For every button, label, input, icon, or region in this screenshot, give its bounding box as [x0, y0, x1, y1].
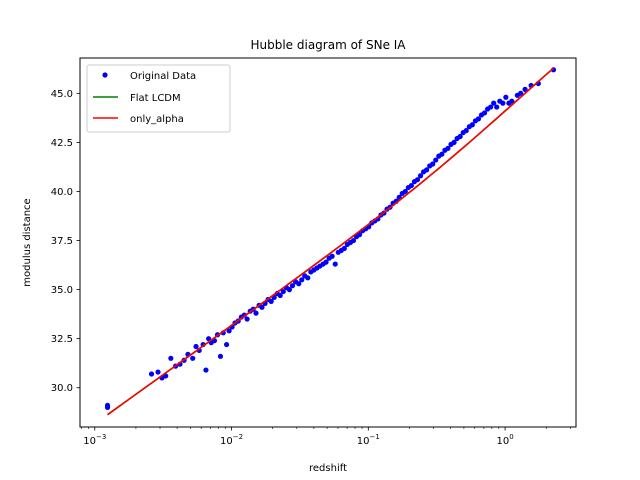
y-tick-label: 30.0	[51, 383, 73, 394]
data-point	[104, 402, 111, 409]
series-line-only-alpha	[107, 67, 555, 416]
data-point	[350, 237, 357, 244]
data-point	[494, 104, 500, 110]
data-point	[509, 98, 515, 104]
y-tick-label: 35.0	[51, 285, 73, 296]
y-tick-label: 40.0	[51, 187, 73, 198]
y-axis-label: modulus distance	[22, 198, 33, 286]
data-point	[280, 288, 286, 295]
legend-label-original-data: Original Data	[130, 71, 196, 82]
data-point	[299, 277, 305, 283]
data-point	[329, 253, 335, 259]
legend: Original Data Flat LCDM only_alpha	[86, 64, 231, 133]
x-tick-label: 100	[496, 433, 513, 447]
data-point	[457, 133, 463, 140]
data-point	[417, 173, 424, 179]
data-point	[451, 139, 457, 145]
x-tick-label: 10−3	[83, 433, 106, 447]
data-point	[469, 122, 475, 128]
data-point	[168, 355, 174, 361]
data-point	[433, 157, 439, 163]
plot-area	[104, 67, 557, 416]
x-tick-label: 10−2	[220, 433, 243, 447]
data-point	[522, 86, 528, 92]
data-point	[402, 188, 408, 195]
data-point	[223, 341, 230, 348]
data-point	[253, 310, 259, 316]
data-point	[424, 167, 430, 173]
data-point	[190, 355, 196, 361]
data-point	[277, 292, 283, 299]
data-point	[296, 281, 302, 287]
data-point	[414, 177, 421, 183]
data-point	[206, 336, 212, 342]
axes-frame	[79, 57, 577, 428]
y-tick-label: 45.0	[51, 89, 73, 100]
data-point	[408, 182, 414, 189]
data-point	[488, 104, 494, 110]
data-point	[155, 369, 161, 375]
data-point	[475, 116, 482, 122]
data-point	[259, 304, 265, 310]
y-tick-label: 42.5	[51, 138, 73, 149]
data-point	[439, 151, 445, 157]
legend-label-only-alpha: only_alpha	[130, 114, 184, 125]
data-point	[268, 298, 274, 304]
y-tick-label: 37.5	[51, 236, 73, 247]
data-point	[193, 343, 199, 350]
data-point	[503, 94, 509, 100]
legend-marker-original-data	[102, 72, 108, 78]
y-tick-label: 32.5	[51, 334, 73, 345]
data-point	[323, 259, 329, 265]
y-axis: 30.0 32.5 35.0 37.5 40.0 42.5 45.0	[51, 89, 80, 394]
data-point	[430, 161, 436, 167]
legend-box	[86, 64, 231, 133]
data-point	[518, 90, 524, 96]
data-point	[286, 287, 293, 293]
data-point	[481, 110, 488, 116]
legend-label-flat-lcdm: Flat LCDM	[130, 93, 181, 104]
data-point	[332, 261, 338, 267]
data-point	[500, 100, 506, 106]
chart-title: Hubble diagram of SNe IA	[250, 38, 406, 52]
x-axis: 10−3 10−2 10−1 100	[81, 427, 571, 447]
x-tick-label: 10−1	[357, 433, 380, 447]
data-point	[445, 145, 451, 151]
data-point	[305, 275, 311, 281]
x-axis-label: redshift	[309, 463, 347, 474]
data-point	[356, 232, 363, 238]
data-point	[148, 371, 155, 377]
data-point	[244, 316, 250, 322]
data-point	[491, 100, 497, 106]
data-point	[341, 245, 347, 251]
data-point	[289, 283, 296, 289]
data-point	[226, 328, 232, 334]
data-point	[203, 367, 209, 373]
data-point	[463, 128, 469, 134]
data-point	[217, 353, 224, 359]
